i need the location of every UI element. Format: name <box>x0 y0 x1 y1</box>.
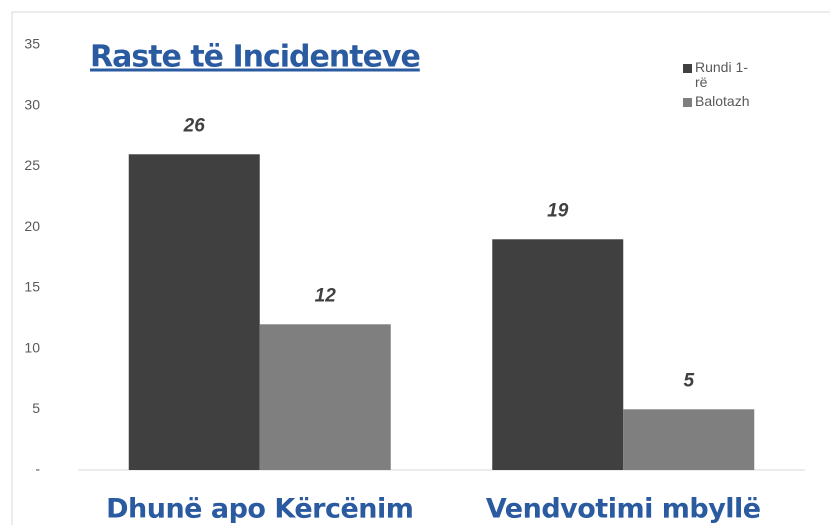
chart-frame <box>11 11 830 525</box>
x-tick-label: Dhunë apo Kërcënim <box>106 494 413 525</box>
data-label: 26 <box>183 115 206 136</box>
bar <box>128 154 260 471</box>
legend-label: Balotazh <box>695 93 750 109</box>
legend-item: Rundi 1-rë <box>683 60 783 90</box>
bar <box>259 324 391 470</box>
data-label: 19 <box>547 200 569 221</box>
y-tick-label: 15 <box>24 279 40 295</box>
y-tick-label: - <box>35 461 40 477</box>
y-tick-label: 30 <box>24 96 40 112</box>
y-tick-label: 25 <box>24 157 40 173</box>
data-label: 12 <box>315 285 337 306</box>
legend-item: Balotazh <box>683 94 783 109</box>
legend: Rundi 1-rë Balotazh <box>683 60 783 113</box>
data-label: 5 <box>683 370 694 391</box>
legend-swatch <box>683 64 692 73</box>
y-tick-label: 20 <box>24 218 40 234</box>
legend-label: Rundi 1-rë <box>695 59 748 90</box>
legend-swatch <box>683 98 692 107</box>
y-tick-label: 35 <box>24 36 40 52</box>
bar <box>492 239 624 470</box>
x-tick-label: Vendvotimi mbyllë <box>486 494 761 525</box>
chart-title: Raste të Incidenteve <box>90 40 420 75</box>
y-tick-label: 5 <box>32 400 40 416</box>
bar <box>623 409 755 470</box>
y-tick-label: 10 <box>24 339 40 355</box>
